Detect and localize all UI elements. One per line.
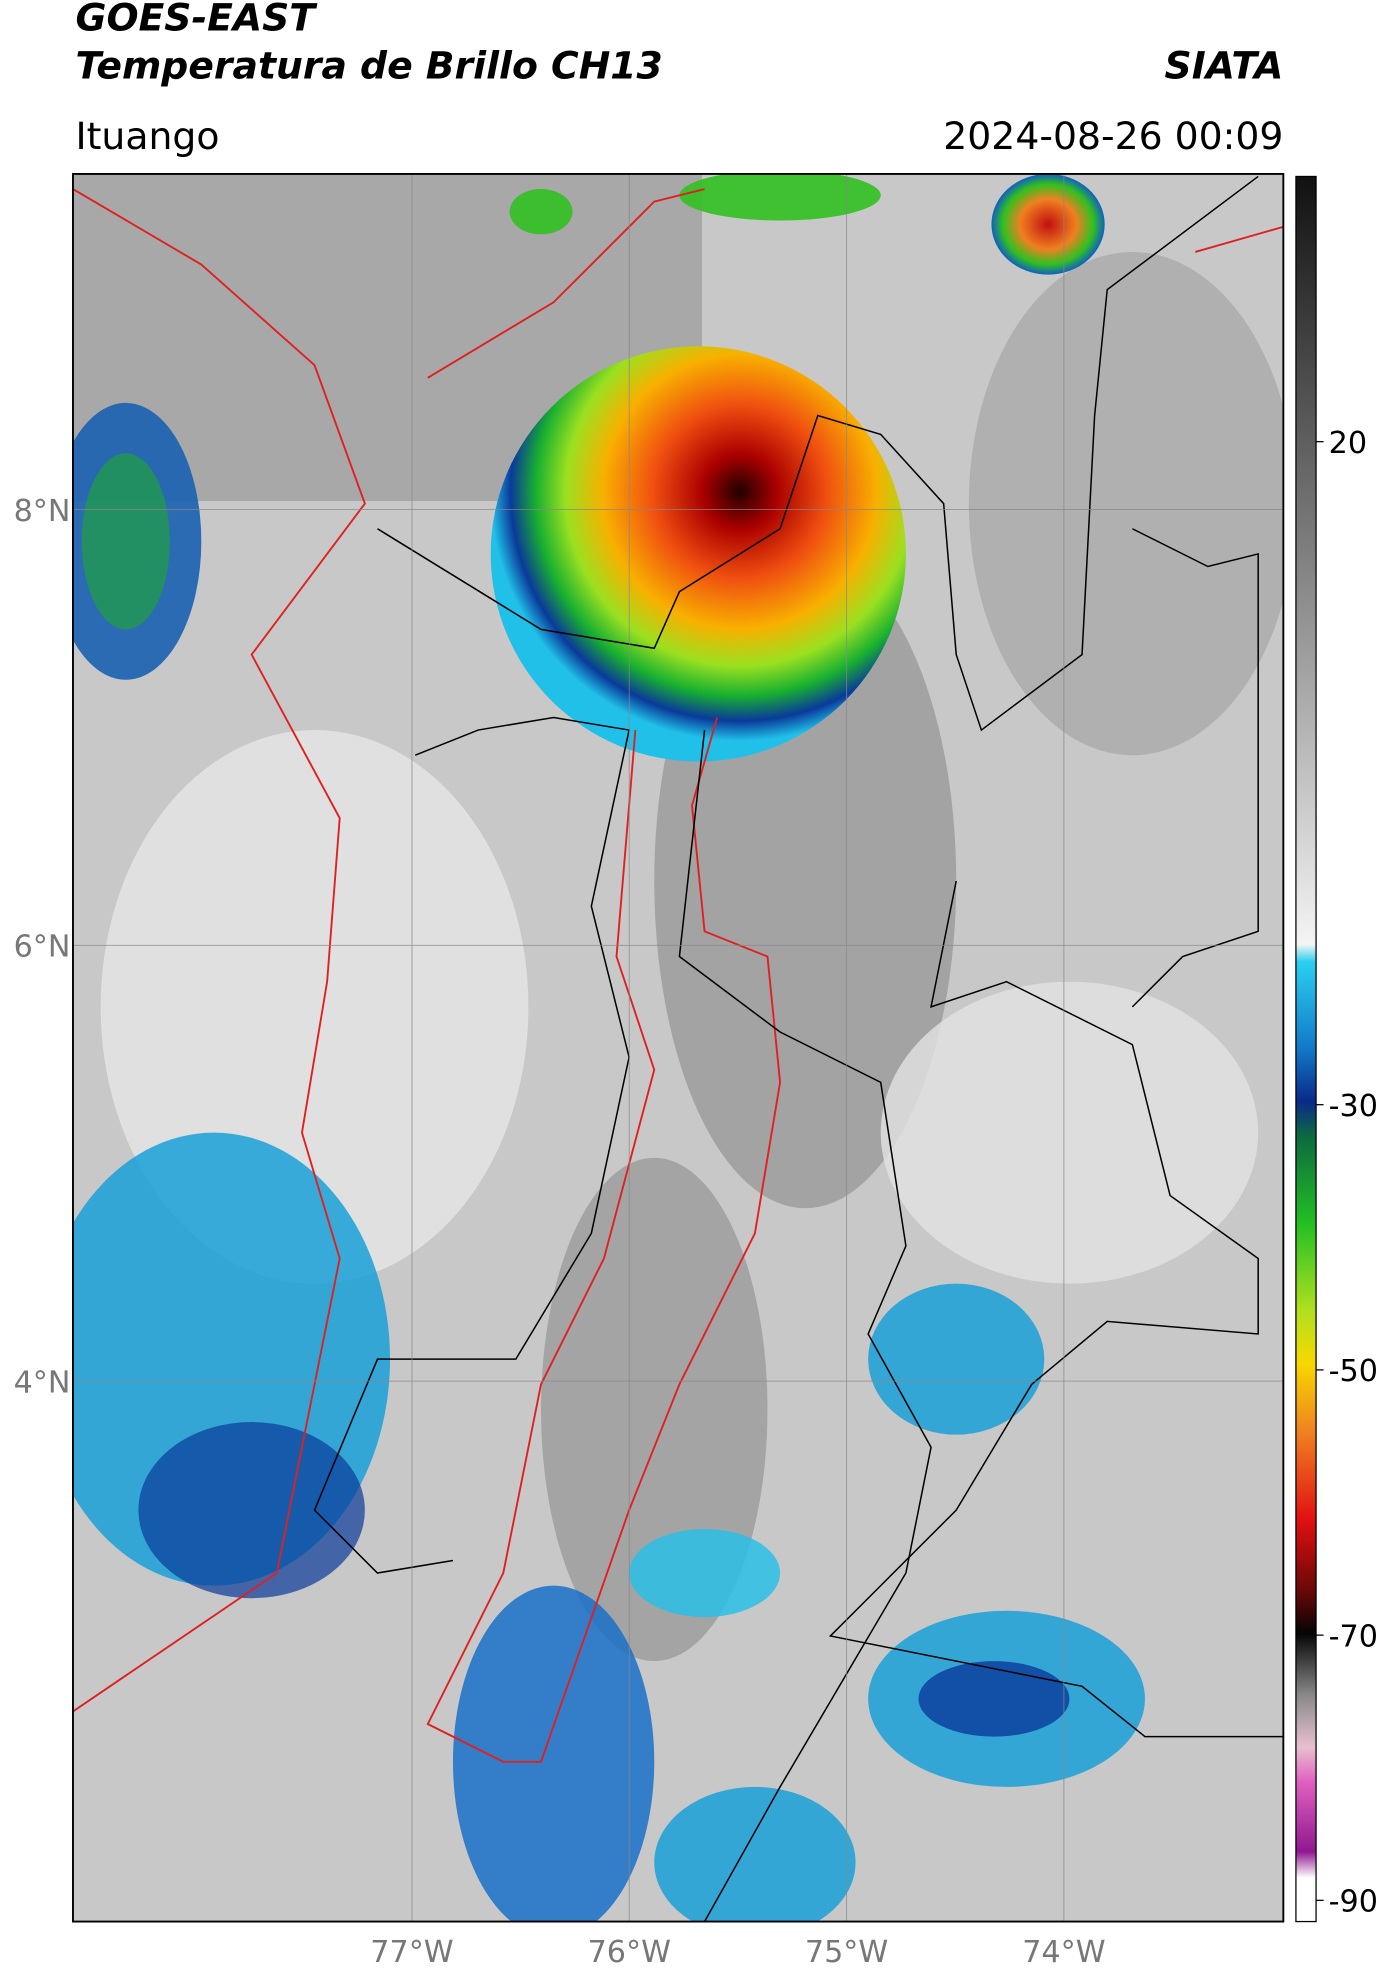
x-tick-label: 77°W (370, 1935, 453, 1970)
title: GOES-EAST (75, 0, 318, 40)
colorbar-tick-label: -70 (1329, 1619, 1378, 1654)
datetime: 2024-08-26 00:09 (943, 114, 1283, 158)
y-tick-label: 8°N (14, 494, 71, 529)
colorbar (1295, 175, 1317, 1923)
x-tick-label: 74°W (1022, 1935, 1105, 1970)
colorbar-tick-label: -50 (1329, 1354, 1378, 1389)
y-tick-label: 6°N (14, 930, 71, 965)
satellite-image (72, 173, 1284, 1922)
subtitle: Temperatura de Brillo CH13 (75, 43, 662, 87)
brand: SIATA (1165, 43, 1284, 87)
y-tick-label: 4°N (14, 1365, 71, 1400)
location: Ituango (75, 114, 219, 158)
x-tick-label: 75°W (805, 1935, 888, 1970)
x-tick-label: 76°W (588, 1935, 671, 1970)
colorbar-tick-label: -30 (1329, 1089, 1378, 1124)
colorbar-tick-label: 20 (1329, 426, 1367, 461)
map-frame (72, 172, 1285, 1923)
colorbar-tick-label: -90 (1329, 1885, 1378, 1920)
